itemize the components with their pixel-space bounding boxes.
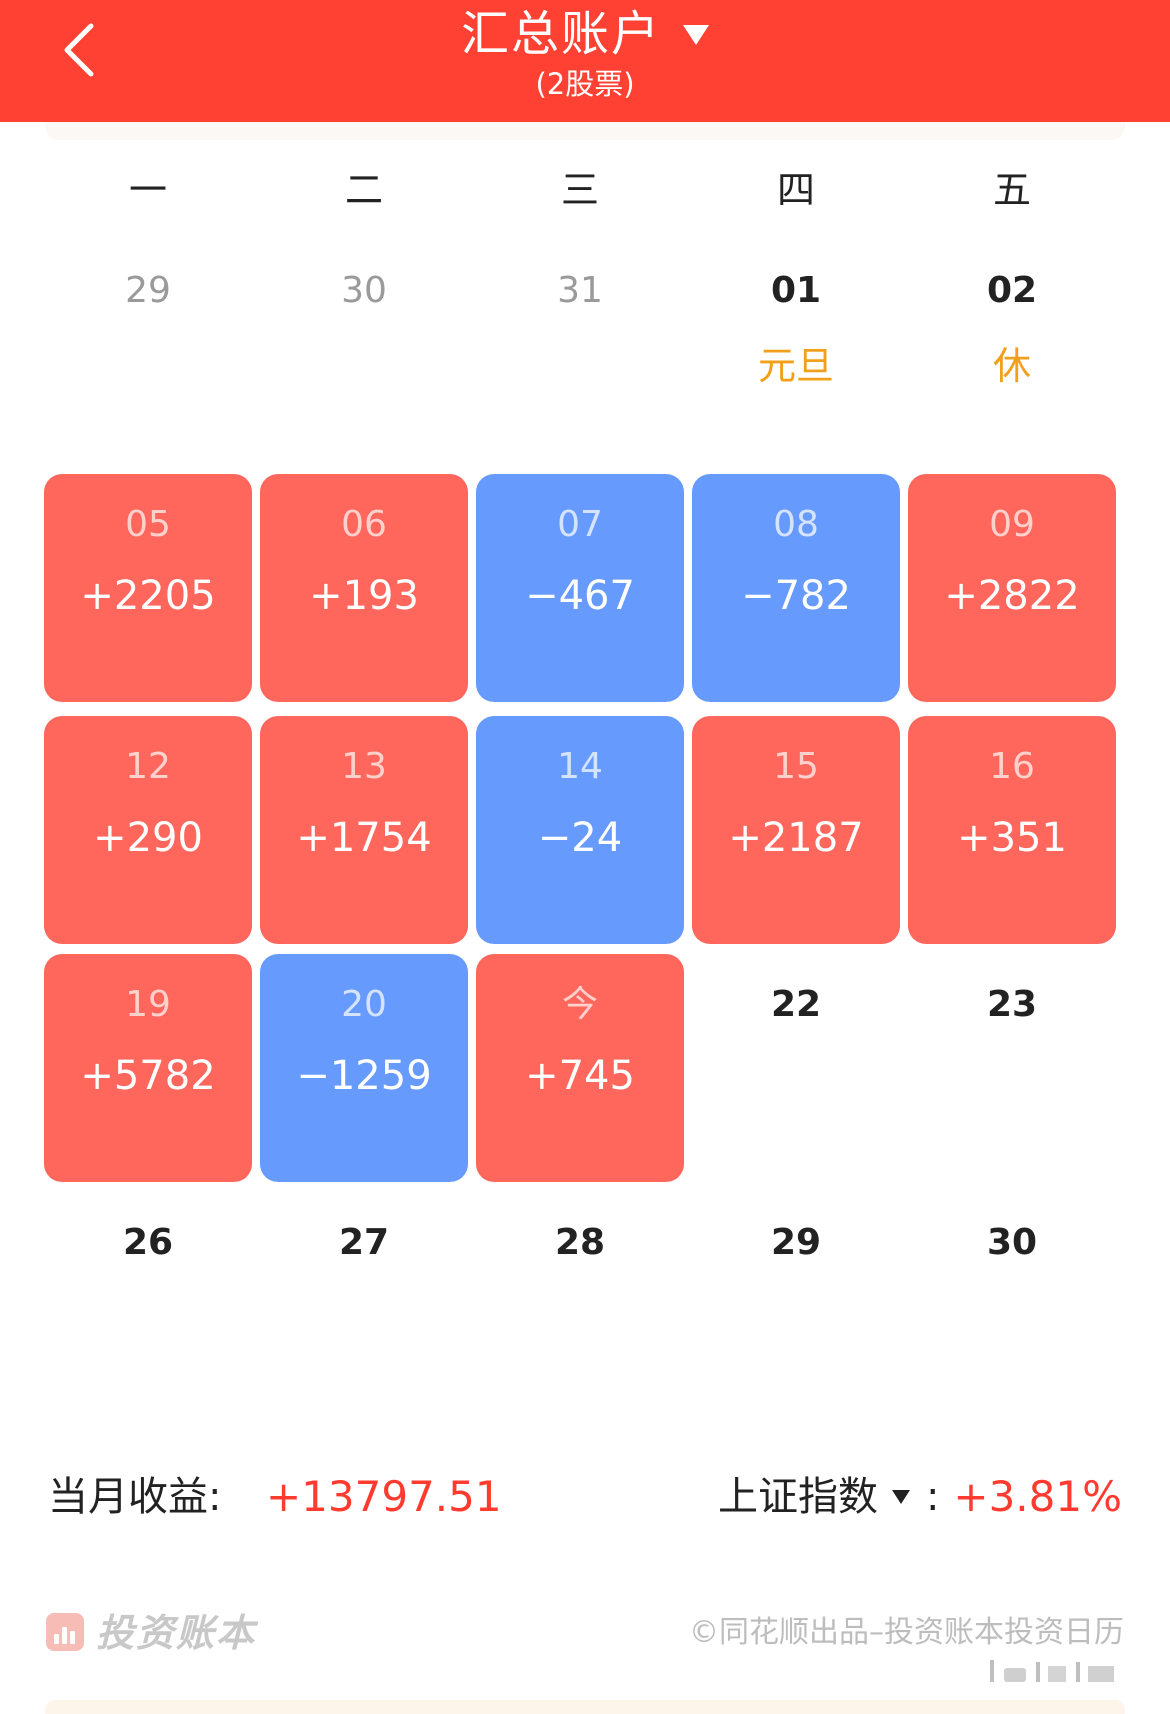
day-number: 09	[989, 504, 1035, 545]
month-profit-value: +13797.51	[266, 1472, 502, 1521]
day-profit: −467	[525, 573, 635, 619]
holiday-note: 元旦	[757, 344, 834, 388]
calendar-day: 30	[260, 240, 468, 468]
day-profit: +1754	[296, 815, 432, 861]
calendar-day[interactable]: 06 +193	[260, 474, 468, 702]
day-number: 06	[341, 504, 387, 545]
watermark	[990, 1656, 1120, 1686]
day-number: 29	[125, 270, 171, 311]
day-profit: +745	[525, 1053, 635, 1099]
brand-name: 投资账本	[96, 1611, 257, 1655]
day-number: 今	[561, 984, 598, 1025]
monthly-summary: 当月收益: +13797.51 上证指数 : +3.81%	[48, 1462, 1122, 1532]
day-profit: −782	[741, 573, 851, 619]
title-block: 汇总账户 (2股票)	[0, 0, 1170, 104]
day-number: 14	[557, 746, 603, 787]
calendar-day[interactable]: 15 +2187	[692, 716, 900, 944]
calendar-day[interactable]: 16 +351	[908, 716, 1116, 944]
weekday-label: 二	[344, 168, 383, 212]
day-number: 26	[122, 1222, 174, 1263]
day-number: 13	[341, 746, 387, 787]
weekday-label: 四	[776, 168, 815, 212]
day-number: 29	[770, 1222, 822, 1263]
weekday-header: 一二三四五	[44, 160, 1130, 220]
brand-logo-icon	[46, 1613, 84, 1651]
weekday-label: 五	[992, 168, 1031, 212]
calendar-day: 23	[908, 954, 1116, 1182]
chevron-left-icon	[64, 23, 94, 77]
day-profit: −1259	[296, 1053, 432, 1099]
calendar-day: 27	[260, 1192, 468, 1420]
day-number: 02	[986, 270, 1038, 311]
weekday-label: 一	[128, 168, 167, 212]
day-number: 23	[986, 984, 1038, 1025]
day-number: 22	[770, 984, 822, 1025]
index-colon: :	[926, 1474, 940, 1520]
day-number: 15	[773, 746, 819, 787]
calendar-day: 28	[476, 1192, 684, 1420]
day-profit: +193	[309, 573, 419, 619]
calendar-day[interactable]: 08 −782	[692, 474, 900, 702]
day-profit: −24	[537, 815, 623, 861]
bottom-strip	[45, 1700, 1125, 1714]
day-profit: +2822	[944, 573, 1080, 619]
calendar-day: 31	[476, 240, 684, 468]
calendar-day[interactable]: 14 −24	[476, 716, 684, 944]
index-label: 上证指数	[718, 1474, 878, 1520]
calendar-day[interactable]: 今 +745	[476, 954, 684, 1182]
calendar-day: 29	[44, 240, 252, 468]
day-profit: +5782	[80, 1053, 216, 1099]
caret-down-icon	[892, 1490, 910, 1504]
back-button[interactable]	[55, 18, 115, 82]
calendar-day[interactable]: 19 +5782	[44, 954, 252, 1182]
caret-down-icon	[683, 25, 709, 45]
calendar-day[interactable]: 09 +2822	[908, 474, 1116, 702]
calendar-day[interactable]: 13 +1754	[260, 716, 468, 944]
day-number: 07	[557, 504, 603, 545]
top-bar: 汇总账户 (2股票)	[0, 0, 1170, 122]
account-selector[interactable]: 汇总账户	[461, 4, 709, 64]
calendar-day: 02 休	[908, 240, 1116, 468]
day-number: 28	[554, 1222, 606, 1263]
calendar-day: 30	[908, 1192, 1116, 1420]
day-number: 12	[125, 746, 171, 787]
day-profit: +351	[957, 815, 1067, 861]
day-number: 20	[341, 984, 387, 1025]
calendar-day: 22	[692, 954, 900, 1182]
day-number: 16	[989, 746, 1035, 787]
day-number: 01	[770, 270, 822, 311]
calendar-day[interactable]: 07 −467	[476, 474, 684, 702]
calendar-day[interactable]: 05 +2205	[44, 474, 252, 702]
page-subtitle: (2股票)	[535, 67, 635, 101]
index-selector[interactable]: 上证指数 :	[718, 1462, 939, 1532]
day-number: 27	[338, 1222, 390, 1263]
calendar-day[interactable]: 12 +290	[44, 716, 252, 944]
index-change-value: +3.81%	[953, 1472, 1122, 1521]
month-profit-label: 当月收益:	[48, 1474, 222, 1520]
day-profit: +290	[93, 815, 203, 861]
sheet-edge	[45, 122, 1125, 140]
footer: 投资账本 ©同花顺出品–投资账本投资日历	[46, 1605, 1124, 1661]
page-title: 汇总账户	[460, 6, 661, 62]
copyright-text: ©同花顺出品–投资账本投资日历	[689, 1615, 1124, 1650]
calendar-day: 26	[44, 1192, 252, 1420]
day-number: 08	[773, 504, 819, 545]
day-number: 19	[125, 984, 171, 1025]
day-number: 30	[986, 1222, 1038, 1263]
calendar-day[interactable]: 20 −1259	[260, 954, 468, 1182]
calendar-day: 29	[692, 1192, 900, 1420]
day-number: 31	[557, 270, 603, 311]
day-profit: +2187	[728, 815, 864, 861]
day-number: 30	[341, 270, 387, 311]
calendar-day: 01 元旦	[692, 240, 900, 468]
day-profit: +2205	[80, 573, 216, 619]
weekday-label: 三	[560, 168, 599, 212]
day-number: 05	[125, 504, 171, 545]
holiday-note: 休	[992, 344, 1031, 388]
